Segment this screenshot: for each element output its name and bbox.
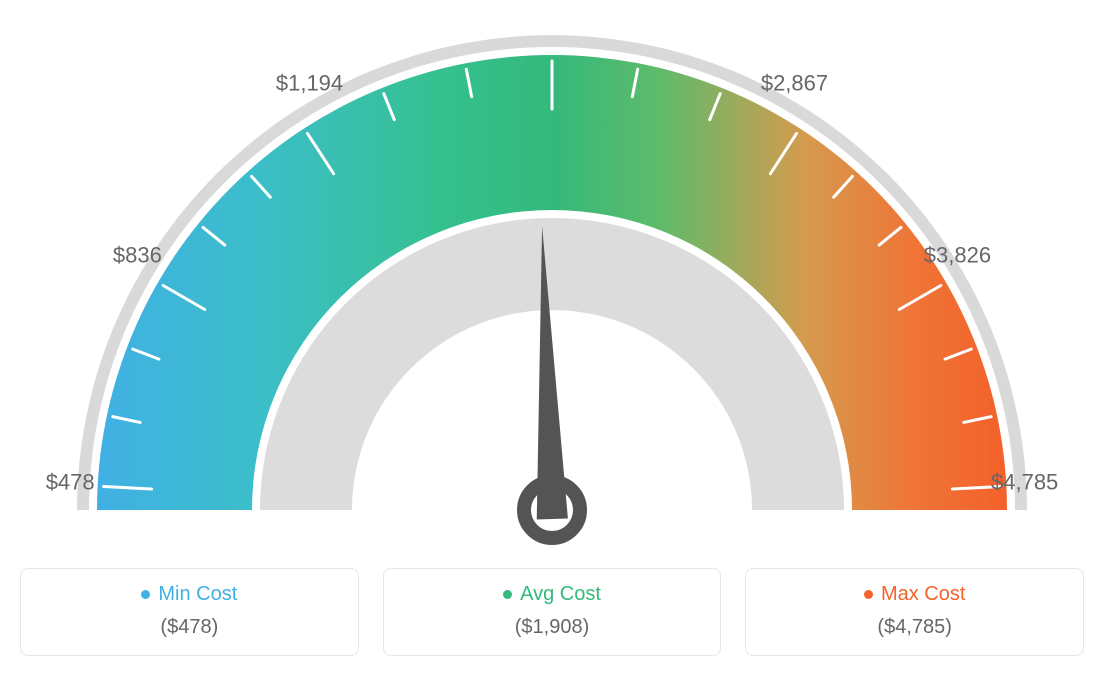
gauge-svg: $478$836$1,194$1,908$2,867$3,826$4,785 xyxy=(20,20,1084,560)
gauge-tick-label: $3,826 xyxy=(924,242,991,267)
legend-dot-avg xyxy=(503,590,512,599)
gauge-tick-label: $478 xyxy=(46,469,95,494)
legend-label-avg: Avg Cost xyxy=(520,583,601,606)
legend-label-line-min: Min Cost xyxy=(141,583,237,606)
gauge-tick-label: $1,194 xyxy=(276,71,343,96)
legend-value-min: ($478) xyxy=(31,616,348,639)
legend-dot-min xyxy=(141,590,150,599)
gauge-tick-label: $4,785 xyxy=(991,469,1058,494)
legend-value-avg: ($1,908) xyxy=(394,616,711,639)
legend-label-min: Min Cost xyxy=(158,583,237,606)
legend-card-avg: Avg Cost ($1,908) xyxy=(383,568,722,656)
cost-gauge-widget: $478$836$1,194$1,908$2,867$3,826$4,785 M… xyxy=(20,20,1084,656)
gauge-tick-label: $836 xyxy=(113,242,162,267)
legend-label-line-max: Max Cost xyxy=(864,583,965,606)
legend-label-max: Max Cost xyxy=(881,583,965,606)
legend-label-line-avg: Avg Cost xyxy=(503,583,601,606)
legend-value-max: ($4,785) xyxy=(756,616,1073,639)
legend-card-min: Min Cost ($478) xyxy=(20,568,359,656)
gauge-chart: $478$836$1,194$1,908$2,867$3,826$4,785 xyxy=(20,20,1084,560)
legend-dot-max xyxy=(864,590,873,599)
legend-row: Min Cost ($478) Avg Cost ($1,908) Max Co… xyxy=(20,568,1084,656)
gauge-tick-label: $2,867 xyxy=(761,71,828,96)
legend-card-max: Max Cost ($4,785) xyxy=(745,568,1084,656)
